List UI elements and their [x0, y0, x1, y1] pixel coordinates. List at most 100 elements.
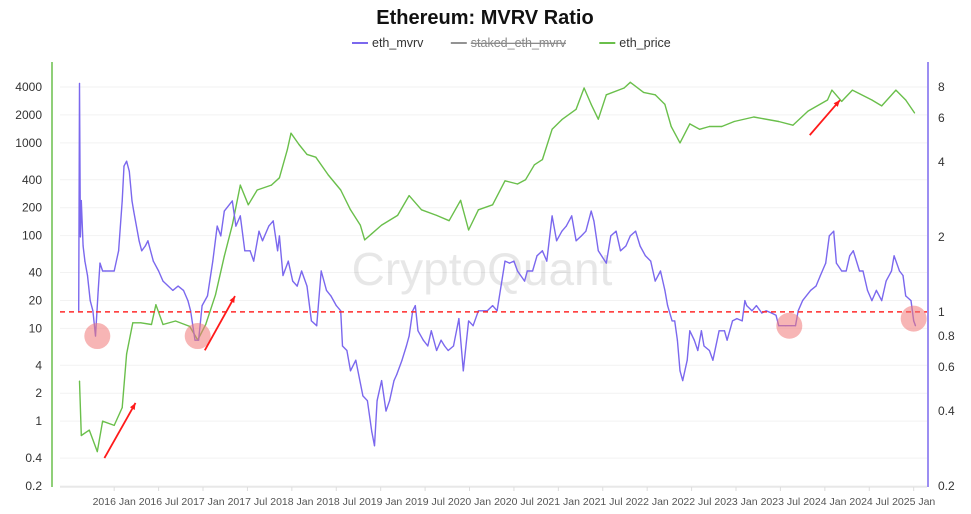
data-point-eth-mvrv [408, 335, 410, 337]
data-point-eth-mvrv [561, 230, 563, 232]
data-point-eth-mvrv [697, 349, 699, 352]
data-point-eth-price [551, 128, 553, 130]
data-point-eth-price [371, 233, 373, 235]
data-point-eth-price [905, 99, 907, 101]
data-point-eth-price [679, 142, 681, 144]
gridlines [60, 86, 927, 487]
data-point-eth-mvrv [744, 300, 746, 302]
data-point-eth-mvrv [482, 310, 484, 312]
arrow-shaft [809, 99, 841, 136]
data-point-eth-mvrv [815, 285, 817, 287]
right-tick-label: 1 [938, 305, 945, 319]
data-point-eth-mvrv [417, 330, 419, 332]
left-tick-label: 400 [22, 173, 42, 187]
legend-item-staked-eth-mvrv[interactable]: staked_eth_mvrv [450, 36, 567, 50]
data-point-eth-price [733, 120, 735, 123]
data-point-eth-mvrv [401, 359, 403, 361]
data-point-eth-price [516, 183, 519, 185]
data-point-eth-mvrv [436, 349, 438, 352]
data-point-eth-price [113, 424, 115, 427]
data-point-eth-mvrv [422, 339, 424, 341]
data-point-eth-mvrv [555, 240, 558, 242]
data-point-eth-mvrv [82, 245, 84, 247]
legend-item-eth-mvrv[interactable]: eth_mvrv [352, 36, 424, 50]
data-point-eth-mvrv [231, 200, 233, 202]
data-point-eth-mvrv [565, 225, 567, 227]
data-point-eth-price [286, 148, 289, 150]
data-point-eth-price [349, 209, 352, 211]
trend-arrow [103, 402, 137, 459]
data-point-eth-mvrv [452, 345, 455, 347]
annotations-layer [60, 99, 927, 459]
data-point-eth-mvrv [679, 370, 681, 372]
right-tick-label: 4 [938, 155, 945, 169]
left-tick-label: 1 [35, 414, 42, 428]
data-point-eth-mvrv [306, 285, 308, 287]
legend-item-eth-price[interactable]: eth_price [599, 36, 671, 50]
data-point-eth-mvrv [235, 225, 237, 227]
data-point-eth-mvrv [536, 255, 538, 257]
data-point-eth-mvrv [802, 300, 804, 302]
data-point-eth-mvrv [128, 170, 130, 172]
x-tick-label: 2022 Jan [626, 496, 669, 508]
data-point-eth-price [643, 91, 645, 93]
data-point-eth-mvrv [118, 250, 120, 252]
data-point-eth-mvrv [349, 370, 352, 372]
data-point-eth-price [340, 189, 342, 191]
data-point-eth-mvrv [674, 320, 676, 322]
data-point-eth-mvrv [268, 225, 270, 227]
data-point-eth-mvrv [659, 270, 662, 272]
highlight-circle [184, 323, 211, 350]
arrow-head-icon [229, 296, 235, 304]
data-point-eth-mvrv [126, 160, 128, 162]
data-point-eth-mvrv [371, 431, 373, 433]
right-tick-label: 6 [938, 111, 945, 125]
x-tick-label: 2019 Jan [359, 496, 402, 508]
data-point-eth-mvrv [885, 280, 887, 282]
data-point-eth-mvrv [718, 330, 720, 332]
data-point-eth-mvrv [712, 359, 714, 361]
data-point-eth-mvrv [220, 235, 222, 237]
data-point-eth-mvrv [731, 320, 734, 322]
data-point-eth-price [88, 429, 90, 431]
x-tick-label: 2024 Jan [803, 496, 846, 508]
data-point-eth-price [623, 87, 625, 89]
data-point-eth-mvrv [708, 349, 710, 352]
data-point-eth-mvrv [625, 245, 627, 247]
right-tick-label: 0.4 [938, 404, 955, 418]
right-tick-label: 0.8 [938, 329, 955, 343]
data-point-eth-mvrv [703, 345, 705, 347]
data-point-eth-mvrv [531, 270, 534, 272]
x-tick-label: 2017 Jul [228, 496, 268, 508]
data-point-eth-mvrv [325, 289, 328, 292]
data-point-eth-mvrv [405, 345, 408, 347]
data-point-eth-price [231, 224, 233, 226]
data-point-eth-price [150, 323, 153, 326]
data-point-eth-price [590, 103, 592, 105]
x-tick-label: 2018 Jan [270, 496, 313, 508]
data-point-eth-mvrv [736, 318, 738, 320]
data-point-eth-mvrv [693, 339, 695, 341]
data-point-eth-mvrv [249, 250, 251, 252]
data-point-eth-mvrv [644, 255, 647, 257]
watermark: CryptoQuant [352, 243, 613, 295]
data-point-eth-mvrv [162, 280, 164, 282]
data-point-eth-mvrv [277, 250, 279, 252]
data-point-eth-price [533, 164, 535, 166]
data-point-eth-mvrv [751, 310, 753, 312]
x-tick-label: 2016 Jan [93, 496, 136, 508]
data-point-eth-mvrv [99, 262, 101, 264]
chart-title: Ethereum: MVRV Ratio [376, 7, 593, 29]
right-tick-label: 8 [938, 80, 945, 94]
right-tick-label: 2 [938, 230, 945, 244]
data-point-eth-mvrv [355, 359, 357, 361]
data-point-eth-price [460, 199, 462, 201]
data-point-eth-mvrv [278, 235, 281, 237]
data-point-eth-mvrv [340, 310, 342, 312]
data-point-eth-mvrv [296, 285, 298, 287]
data-point-eth-mvrv [189, 310, 192, 312]
data-point-eth-price [126, 353, 128, 355]
data-point-eth-mvrv [393, 379, 395, 382]
data-point-eth-mvrv [320, 270, 322, 272]
data-point-eth-mvrv [726, 339, 728, 341]
